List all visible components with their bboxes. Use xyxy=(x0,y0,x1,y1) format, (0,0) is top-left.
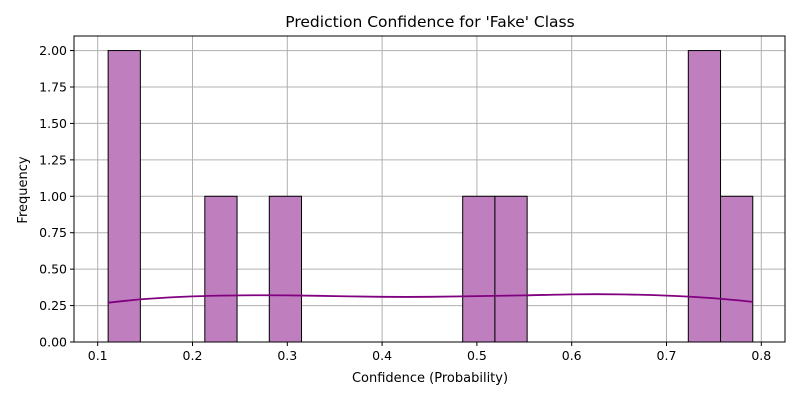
y-tick-label: 1.00 xyxy=(39,189,67,204)
x-tick-label: 0.2 xyxy=(183,348,203,363)
x-tick-label: 0.7 xyxy=(657,348,677,363)
y-tick-label: 1.25 xyxy=(39,152,67,167)
x-tick-label: 0.5 xyxy=(467,348,487,363)
histogram-bar xyxy=(720,195,754,343)
plot-area-frame xyxy=(73,35,786,343)
y-tick-label: 0.75 xyxy=(39,225,67,240)
y-tick-label: 0.00 xyxy=(39,335,67,350)
x-tick-label: 0.6 xyxy=(562,348,582,363)
y-axis-title: Frequency xyxy=(16,156,31,223)
x-tick-label: 0.8 xyxy=(751,348,771,363)
histogram-bar xyxy=(204,195,238,343)
x-tick-label: 0.3 xyxy=(277,348,297,363)
histogram-bar xyxy=(268,195,303,343)
x-axis-title: Confidence (Probability) xyxy=(352,371,508,386)
y-tick-label: 1.50 xyxy=(39,116,67,131)
y-tick-label: 2.00 xyxy=(39,43,67,58)
histogram-bar xyxy=(462,195,496,343)
y-tick-label: 0.50 xyxy=(39,262,67,277)
histogram-bar xyxy=(494,195,528,343)
kde-curve-group xyxy=(108,293,753,304)
histogram-bars xyxy=(107,50,754,343)
x-tick-label: 0.1 xyxy=(88,348,108,363)
y-tick-label: 1.75 xyxy=(39,80,67,95)
y-axis-ticks: 0.00 0.25 0.50 0.75 1.00 1.25 1.50 1.75 2.00 xyxy=(39,43,74,350)
x-axis-ticks: 0.1 0.2 0.3 0.4 0.5 0.6 0.7 0.8 xyxy=(88,342,771,363)
histogram-bar xyxy=(107,50,141,343)
chart-title: Prediction Confidence for 'Fake' Class xyxy=(285,13,574,31)
y-tick-label: 0.25 xyxy=(39,298,67,313)
kde-curve xyxy=(108,293,753,304)
x-tick-label: 0.4 xyxy=(372,348,392,363)
